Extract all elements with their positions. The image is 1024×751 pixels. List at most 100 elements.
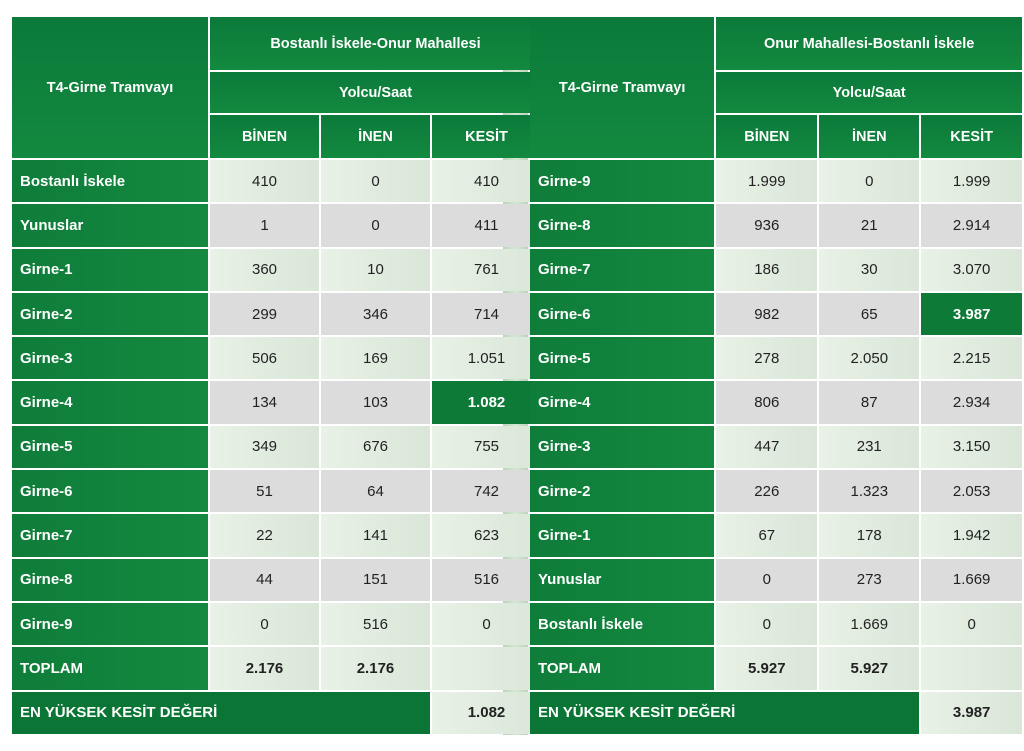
column-header: İNEN: [819, 115, 920, 158]
station-name: Girne-2: [12, 292, 208, 336]
cell-value: 1.942: [921, 514, 1022, 557]
max-row: EN YÜKSEK KESİT DEĞERİ 3.987: [530, 691, 1022, 734]
cell-value: 1.999: [921, 160, 1022, 203]
cell-value: 299: [210, 292, 319, 336]
cell-value: 410: [210, 160, 319, 203]
station-name: Girne-4: [530, 381, 715, 424]
cell-value: 982: [716, 292, 818, 336]
max-value: 3.987: [921, 691, 1022, 734]
cell-value: 44: [210, 558, 319, 601]
cell-value: 141: [321, 514, 430, 557]
station-name: Girne-7: [530, 248, 715, 291]
table-row: Girne-3 506 169 1.051: [12, 337, 541, 380]
cell-value: 278: [716, 337, 818, 380]
table-row: Girne-3 447 231 3.150: [530, 425, 1022, 469]
table-row: Girne-4 806 87 2.934: [530, 381, 1022, 424]
cell-value: 2.914: [921, 204, 1022, 247]
table-row: Girne-2 299 346 714: [12, 292, 541, 336]
station-name: Bostanlı İskele: [530, 602, 715, 646]
cell-value: 103: [321, 381, 430, 424]
max-row: EN YÜKSEK KESİT DEĞERİ 1.082: [12, 691, 541, 734]
cell-value: 506: [210, 337, 319, 380]
table-row: Girne-5 278 2.050 2.215: [530, 337, 1022, 380]
cell-value: 755: [432, 425, 541, 469]
table-row: Girne-7 22 141 623: [12, 514, 541, 557]
cell-value: 1.669: [921, 558, 1022, 601]
total-value: [921, 647, 1022, 690]
cell-value: 806: [716, 381, 818, 424]
table-row: Girne-9 1.999 0 1.999: [530, 160, 1022, 203]
cell-value: 516: [321, 602, 430, 646]
cell-value: 0: [921, 602, 1022, 646]
total-label: TOPLAM: [530, 647, 715, 690]
table-row: Girne-2 226 1.323 2.053: [530, 470, 1022, 513]
cell-value: 30: [819, 248, 920, 291]
cell-value: 742: [432, 470, 541, 513]
cell-value: 0: [321, 160, 430, 203]
cell-value: 1.323: [819, 470, 920, 513]
cell-value: 714: [432, 292, 541, 336]
table-row: Yunuslar 1 0 411: [12, 204, 541, 247]
station-name: Girne-5: [12, 425, 208, 469]
max-label: EN YÜKSEK KESİT DEĞERİ: [12, 691, 430, 734]
station-name: Girne-9: [530, 160, 715, 203]
cell-value: 0: [432, 602, 541, 646]
cell-value: 410: [432, 160, 541, 203]
station-name: Girne-5: [530, 337, 715, 380]
total-label: TOPLAM: [12, 647, 208, 690]
cell-value: 349: [210, 425, 319, 469]
left-table: T4-Girne Tramvayı Bostanlı İskele-Onur Ma…: [10, 15, 543, 736]
cell-value: 0: [210, 602, 319, 646]
cell-value: 936: [716, 204, 818, 247]
station-name: Girne-1: [530, 514, 715, 557]
station-name: Girne-4: [12, 381, 208, 424]
max-value: 1.082: [432, 691, 541, 734]
station-name: Girne-2: [530, 470, 715, 513]
cell-value: 22: [210, 514, 319, 557]
table-row: Girne-7 186 30 3.070: [530, 248, 1022, 291]
cell-value: 51: [210, 470, 319, 513]
cell-value: 3.150: [921, 425, 1022, 469]
cell-value: 676: [321, 425, 430, 469]
cell-value: 1.051: [432, 337, 541, 380]
station-name: Girne-9: [12, 602, 208, 646]
cell-value: 178: [819, 514, 920, 557]
cell-value: 273: [819, 558, 920, 601]
cell-value: 151: [321, 558, 430, 601]
station-name: Girne-6: [12, 470, 208, 513]
cell-value: 1.669: [819, 602, 920, 646]
cell-value: 10: [321, 248, 430, 291]
cell-value: 231: [819, 425, 920, 469]
total-value: [432, 647, 541, 690]
station-name: Girne-7: [12, 514, 208, 557]
column-header: BİNEN: [210, 115, 319, 158]
table-row: Girne-8 44 151 516: [12, 558, 541, 601]
table-row: Girne-6 982 65 3.987: [530, 292, 1022, 336]
cell-value: 0: [321, 204, 430, 247]
cell-value: 186: [716, 248, 818, 291]
table-row: Girne-1 67 178 1.942: [530, 514, 1022, 557]
table-row: Bostanlı İskele 0 1.669 0: [530, 602, 1022, 646]
cell-value: 1.082: [432, 381, 541, 424]
cell-value: 65: [819, 292, 920, 336]
cell-value: 21: [819, 204, 920, 247]
cell-value: 0: [716, 558, 818, 601]
station-name: Yunuslar: [530, 558, 715, 601]
corner-header: T4-Girne Tramvayı: [530, 17, 715, 158]
total-value: 5.927: [819, 647, 920, 690]
cell-value: 3.987: [921, 292, 1022, 336]
cell-value: 226: [716, 470, 818, 513]
cell-value: 2.934: [921, 381, 1022, 424]
max-label: EN YÜKSEK KESİT DEĞERİ: [530, 691, 920, 734]
table-row: Girne-4 134 103 1.082: [12, 381, 541, 424]
column-header: KESİT: [432, 115, 541, 158]
unit-header: Yolcu/Saat: [210, 72, 541, 113]
total-row: TOPLAM 2.176 2.176: [12, 647, 541, 690]
cell-value: 169: [321, 337, 430, 380]
cell-value: 0: [819, 160, 920, 203]
table-row: Girne-9 0 516 0: [12, 602, 541, 646]
unit-header: Yolcu/Saat: [716, 72, 1022, 113]
table-row: Yunuslar 0 273 1.669: [530, 558, 1022, 601]
table-row: Girne-8 936 21 2.914: [530, 204, 1022, 247]
total-value: 2.176: [210, 647, 319, 690]
